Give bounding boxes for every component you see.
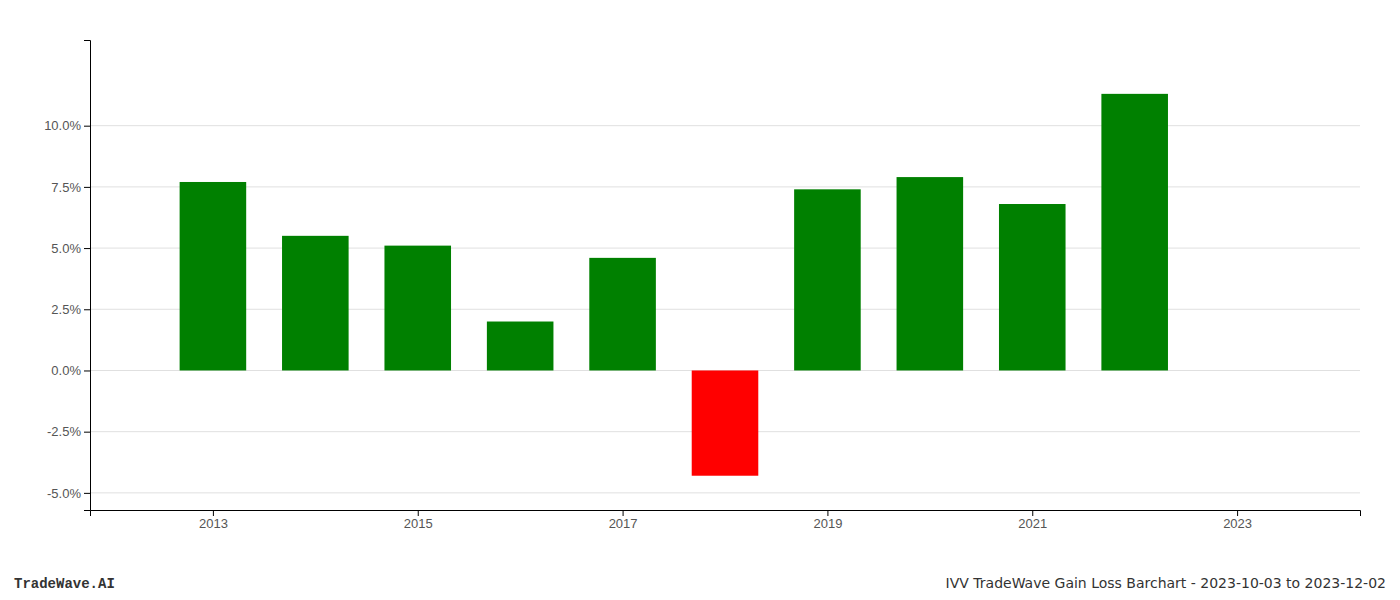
x-axis-line bbox=[91, 511, 1361, 517]
y-tick-label: 2.5% bbox=[51, 302, 81, 317]
x-tick-label: 2013 bbox=[199, 516, 228, 531]
x-tick-mark bbox=[827, 510, 828, 516]
footer-left: TradeWave.AI bbox=[14, 576, 115, 592]
bar bbox=[999, 204, 1066, 370]
y-axis-line bbox=[84, 41, 91, 511]
y-tick-mark bbox=[84, 187, 90, 188]
x-tick-mark bbox=[1032, 510, 1033, 516]
y-tick: -5.0% bbox=[47, 486, 90, 501]
x-tick-label: 2015 bbox=[404, 516, 433, 531]
plot: -5.0%-2.5%0.0%2.5%5.0%7.5%10.0%201320152… bbox=[44, 41, 1360, 532]
x-tick-mark bbox=[418, 510, 419, 516]
bar bbox=[180, 182, 247, 370]
x-tick-mark bbox=[213, 510, 214, 516]
y-tick-mark bbox=[84, 493, 90, 494]
grid-line bbox=[90, 309, 1360, 310]
y-tick: 10.0% bbox=[44, 118, 90, 133]
grid-line bbox=[90, 125, 1360, 126]
y-tick-label: 10.0% bbox=[44, 118, 81, 133]
bar bbox=[1101, 94, 1168, 371]
bar bbox=[794, 189, 861, 370]
y-tick-label: 7.5% bbox=[51, 180, 81, 195]
grid-line bbox=[90, 186, 1360, 187]
y-tick: 0.0% bbox=[51, 363, 90, 378]
x-tick: 2021 bbox=[1018, 510, 1047, 531]
y-tick: -2.5% bbox=[47, 424, 90, 439]
x-tick-label: 2021 bbox=[1018, 516, 1047, 531]
y-axis: -5.0% -2.5% 0.0% 2.5% 5.0% 7.5% 10.0% bbox=[44, 41, 90, 511]
x-tick: 2023 bbox=[1223, 510, 1252, 531]
x-tick-mark bbox=[623, 510, 624, 516]
bar bbox=[384, 246, 451, 371]
x-tick: 2013 bbox=[199, 510, 228, 531]
x-tick-mark bbox=[1237, 510, 1238, 516]
y-tick-mark bbox=[84, 248, 90, 249]
x-tick: 2017 bbox=[609, 510, 638, 531]
x-tick-label: 2017 bbox=[609, 516, 638, 531]
bar bbox=[589, 258, 656, 371]
y-tick-mark bbox=[84, 432, 90, 433]
grid bbox=[90, 126, 1360, 493]
x-tick: 2015 bbox=[404, 510, 433, 531]
x-tick-label: 2019 bbox=[813, 516, 842, 531]
y-tick: 2.5% bbox=[51, 302, 90, 317]
y-tick-mark bbox=[84, 126, 90, 127]
x-tick: 2019 bbox=[813, 510, 842, 531]
y-tick: 7.5% bbox=[51, 180, 90, 195]
bars bbox=[180, 94, 1168, 476]
x-tick-label: 2023 bbox=[1223, 516, 1252, 531]
y-tick-label: 0.0% bbox=[51, 363, 81, 378]
y-tick-mark bbox=[84, 309, 90, 310]
x-axis: 2013 2015 2017 2019 2021 2023 bbox=[91, 510, 1361, 531]
grid-line bbox=[90, 492, 1360, 493]
footer-right: IVV TradeWave Gain Loss Barchart - 2023-… bbox=[946, 575, 1386, 591]
bar bbox=[692, 370, 759, 475]
bar bbox=[487, 322, 554, 371]
bar bbox=[282, 236, 349, 371]
grid-line bbox=[90, 248, 1360, 249]
y-tick-label: 5.0% bbox=[51, 241, 81, 256]
bar bbox=[897, 177, 964, 370]
y-tick-label: -5.0% bbox=[47, 486, 81, 501]
chart: -5.0%-2.5%0.0%2.5%5.0%7.5%10.0%201320152… bbox=[0, 0, 1400, 600]
y-tick-mark bbox=[84, 370, 90, 371]
y-tick-label: -2.5% bbox=[47, 424, 81, 439]
y-tick: 5.0% bbox=[51, 241, 90, 256]
